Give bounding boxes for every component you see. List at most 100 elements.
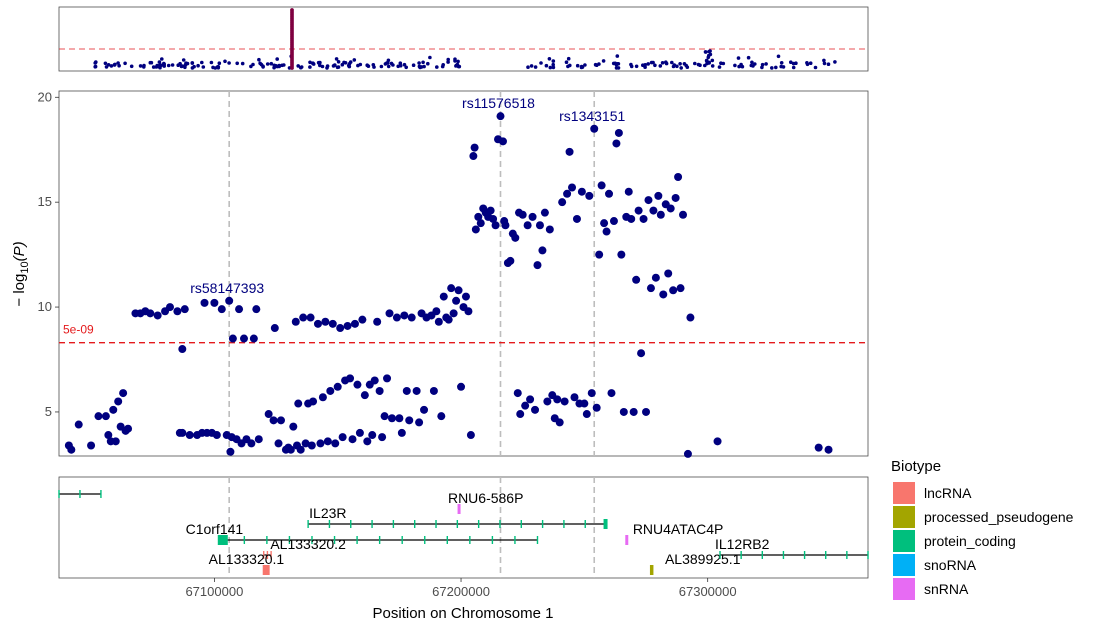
gene-model: AL133320.2 [263,536,346,559]
manhattan-point [116,61,120,65]
snp-point [590,124,599,133]
manhattan-point [696,62,701,67]
snp-point [674,173,683,182]
manhattan-peak-point [290,66,294,70]
snp-point [600,219,609,228]
snp-point [200,298,209,307]
manhattan-point [710,64,715,68]
manhattan-point [660,61,665,65]
snp-point [397,428,406,437]
manhattan-point [155,64,159,69]
gene-exon-block [217,535,228,545]
snp-point [632,275,641,284]
y-axis-ticks: 5 10 15 20 [38,89,59,419]
manhattan-point [356,63,360,68]
snp-point [637,349,646,358]
snp-point [299,313,308,322]
manhattan-point [340,62,345,67]
snp-point [531,405,540,414]
snp-point [165,303,174,312]
snp-point [74,420,83,429]
regional-association-panel: 5 10 15 20 5e-09 rs58147393 rs11576518 rs1343… [11,89,869,458]
x-tick-label: 67300000 [679,584,737,599]
manhattan-point [296,64,301,68]
gene-model: IL12RB2 [715,536,869,559]
snp-point [523,221,532,230]
snp-point [535,221,544,230]
manhattan-point [781,65,786,69]
legend-swatch [893,482,915,504]
snp-point [466,431,475,440]
snp-point [264,410,273,419]
snp-point [612,139,621,148]
manhattan-panel-border [58,6,869,72]
snp-point [111,437,120,446]
snp-point [713,437,722,446]
manhattan-point [750,60,754,65]
snp-point [316,439,325,448]
biotype-legend: Biotype lncRNA processed_pseudogeneprotei… [891,458,1074,600]
manhattan-point [112,63,117,67]
manhattan-point [693,61,697,66]
snp-point [276,416,285,425]
manhattan-point [791,61,796,66]
manhattan-point [544,63,549,68]
snp-point [289,422,298,431]
snp-point [124,424,133,433]
snp-point [555,418,564,427]
manhattan-point [352,58,357,62]
snp-point [518,210,527,219]
manhattan-point [707,53,711,58]
snp-point [506,256,515,265]
manhattan-point [733,63,737,68]
manhattan-point [316,60,321,65]
snp-point [634,206,643,215]
manhattan-point [183,65,187,70]
manhattan-point [615,54,620,58]
snp-point [513,389,522,398]
manhattan-point [805,61,809,65]
manhattan-point [717,65,722,69]
manhattan-point [180,64,184,68]
snp-point [301,439,310,448]
snp-point [814,443,823,452]
snp-point [355,428,364,437]
manhattan-point [457,64,462,69]
snp-point [350,319,359,328]
manhattan-point [760,65,764,70]
snp-point [407,313,416,322]
manhattan-point [614,63,619,67]
manhattan-point [708,49,712,53]
manhattan-point [160,57,164,61]
manhattan-point [178,61,182,66]
manhattan-point [719,61,723,65]
snp-point [363,437,372,446]
snp-point [496,112,505,121]
snp-point [306,313,315,322]
legend-swatch [893,530,915,552]
manhattan-point [162,64,166,68]
y-tick-label: 10 [38,299,52,314]
manhattan-point [453,57,457,61]
manhattan-point [190,61,195,65]
snp-point [114,397,123,406]
snp-point [474,212,483,221]
snp-point [580,399,589,408]
snp-point [533,261,542,270]
snp-point [570,393,579,402]
threshold-label: 5e-09 [63,323,94,337]
y-tick-label: 20 [38,89,52,104]
snp-point [249,334,258,343]
snp-point [101,412,110,421]
snp-point [540,208,549,217]
snp-point [538,246,547,255]
manhattan-point [385,61,390,65]
manhattan-point [347,62,352,66]
manhattan-point [539,61,543,65]
lead-snp-label: rs1343151 [559,108,625,124]
manhattan-point [334,57,339,61]
manhattan-point [269,61,274,66]
snp-point [639,214,648,223]
gene-model: IL23R [307,505,608,529]
manhattan-point [190,66,195,70]
